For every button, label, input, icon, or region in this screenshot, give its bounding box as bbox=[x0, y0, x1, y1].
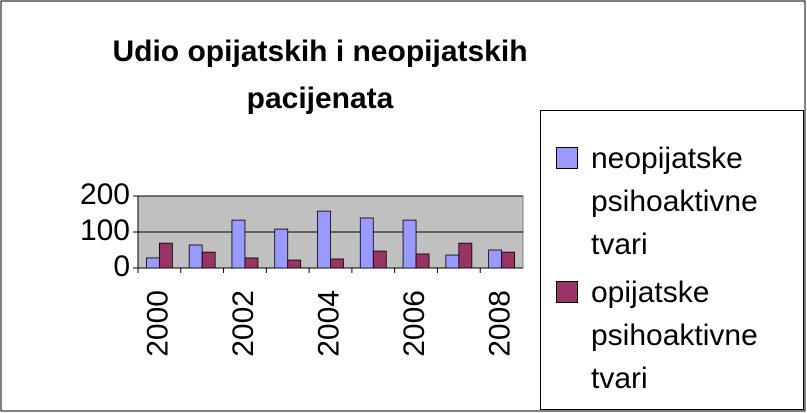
chart-title: Udio opijatskih i neopijatskih pacijenat… bbox=[112, 35, 528, 115]
bar bbox=[145, 257, 160, 269]
bar bbox=[415, 253, 430, 269]
x-tick-label: 2004 bbox=[312, 290, 345, 357]
legend: neopijatske psihoaktivne tvari opijatske … bbox=[540, 110, 804, 410]
bar bbox=[287, 259, 302, 269]
bar bbox=[274, 228, 289, 269]
x-tick-label: 2000 bbox=[141, 290, 174, 357]
bar bbox=[231, 219, 246, 269]
y-tick-label: 200 bbox=[80, 178, 130, 211]
y-tick-label: 100 bbox=[80, 214, 130, 247]
x-tick-label: 2006 bbox=[398, 290, 431, 357]
bar bbox=[244, 257, 259, 269]
legend-swatch bbox=[556, 281, 578, 303]
bar bbox=[317, 210, 331, 269]
x-tick-label: 2008 bbox=[484, 290, 517, 357]
bar bbox=[330, 258, 344, 269]
legend-label: opijatske psihoaktivne tvari bbox=[591, 276, 758, 395]
bar bbox=[501, 251, 516, 269]
bar bbox=[445, 254, 460, 269]
bar bbox=[188, 244, 203, 269]
bar bbox=[201, 251, 216, 269]
bar bbox=[402, 219, 417, 269]
legend-label: neopijatske psihoaktivne tvari bbox=[591, 142, 758, 261]
legend-swatch bbox=[556, 147, 578, 169]
y-tick-label: 0 bbox=[113, 250, 130, 283]
bar bbox=[458, 242, 473, 269]
bar bbox=[158, 242, 173, 269]
bar bbox=[488, 249, 503, 269]
x-tick-label: 2002 bbox=[227, 290, 260, 357]
bar bbox=[359, 217, 374, 269]
bar bbox=[372, 250, 387, 269]
